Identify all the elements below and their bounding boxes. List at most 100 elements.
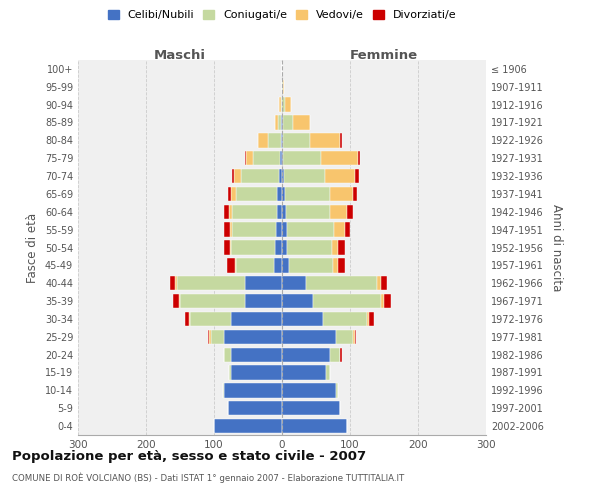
Bar bbox=[340, 348, 342, 362]
Bar bbox=[338, 240, 345, 254]
Bar bbox=[245, 294, 282, 308]
Bar bbox=[279, 98, 281, 112]
Bar bbox=[377, 276, 380, 290]
Bar bbox=[227, 258, 235, 272]
Bar bbox=[232, 222, 276, 237]
Bar bbox=[223, 383, 224, 398]
Bar bbox=[344, 222, 350, 237]
Bar bbox=[282, 366, 326, 380]
Bar bbox=[338, 258, 345, 272]
Bar bbox=[367, 312, 369, 326]
Bar bbox=[185, 312, 189, 326]
Bar bbox=[384, 294, 391, 308]
Legend: Celibi/Nubili, Coniugati/e, Vedovi/e, Divorziati/e: Celibi/Nubili, Coniugati/e, Vedovi/e, Di… bbox=[103, 6, 461, 25]
Bar bbox=[175, 276, 176, 290]
Bar bbox=[224, 383, 282, 398]
Bar bbox=[245, 151, 246, 166]
Bar bbox=[282, 116, 283, 130]
Bar bbox=[282, 133, 283, 148]
Bar bbox=[347, 204, 353, 219]
Bar bbox=[282, 169, 284, 183]
Bar bbox=[232, 204, 277, 219]
Bar bbox=[340, 133, 342, 148]
Bar bbox=[337, 383, 338, 398]
Bar bbox=[284, 169, 325, 183]
Bar bbox=[236, 187, 277, 201]
Bar bbox=[173, 294, 179, 308]
Bar bbox=[246, 151, 253, 166]
Bar bbox=[229, 366, 231, 380]
Bar bbox=[170, 276, 175, 290]
Bar bbox=[209, 330, 211, 344]
Bar bbox=[241, 169, 278, 183]
Bar bbox=[286, 187, 329, 201]
Bar bbox=[355, 169, 359, 183]
Bar bbox=[287, 222, 334, 237]
Bar bbox=[282, 222, 287, 237]
Bar bbox=[236, 258, 274, 272]
Bar bbox=[321, 151, 358, 166]
Bar bbox=[231, 187, 236, 201]
Y-axis label: Fasce di età: Fasce di età bbox=[26, 212, 39, 282]
Text: COMUNE DI ROÈ VOLCIANO (BS) - Dati ISTAT 1° gennaio 2007 - Elaborazione TUTTITAL: COMUNE DI ROÈ VOLCIANO (BS) - Dati ISTAT… bbox=[12, 472, 404, 483]
Bar bbox=[224, 204, 229, 219]
Bar bbox=[329, 187, 353, 201]
Text: Maschi: Maschi bbox=[154, 49, 206, 62]
Bar bbox=[235, 169, 241, 183]
Bar bbox=[282, 258, 289, 272]
Bar bbox=[230, 240, 231, 254]
Bar bbox=[283, 80, 284, 94]
Bar bbox=[277, 187, 282, 201]
Bar bbox=[282, 276, 306, 290]
Text: Popolazione per età, sesso e stato civile - 2007: Popolazione per età, sesso e stato civil… bbox=[12, 450, 366, 463]
Bar bbox=[380, 276, 388, 290]
Bar bbox=[355, 330, 356, 344]
Bar bbox=[325, 169, 355, 183]
Bar bbox=[283, 151, 321, 166]
Bar bbox=[286, 98, 291, 112]
Bar bbox=[230, 222, 232, 237]
Bar bbox=[282, 419, 347, 433]
Bar bbox=[227, 187, 231, 201]
Bar bbox=[245, 276, 282, 290]
Bar bbox=[282, 330, 337, 344]
Bar bbox=[326, 366, 329, 380]
Bar bbox=[224, 240, 230, 254]
Bar bbox=[278, 116, 281, 130]
Bar bbox=[232, 169, 235, 183]
Bar bbox=[282, 348, 329, 362]
Bar bbox=[282, 383, 337, 398]
Bar bbox=[253, 151, 280, 166]
Bar bbox=[353, 187, 357, 201]
Bar bbox=[380, 294, 384, 308]
Bar bbox=[313, 294, 380, 308]
Bar bbox=[278, 169, 282, 183]
Bar bbox=[332, 240, 338, 254]
Bar bbox=[231, 240, 275, 254]
Bar bbox=[277, 204, 282, 219]
Bar bbox=[282, 98, 286, 112]
Bar bbox=[176, 276, 245, 290]
Bar bbox=[282, 240, 287, 254]
Bar bbox=[282, 187, 286, 201]
Y-axis label: Anni di nascita: Anni di nascita bbox=[550, 204, 563, 291]
Bar bbox=[190, 312, 231, 326]
Bar bbox=[310, 133, 340, 148]
Bar bbox=[333, 258, 338, 272]
Bar bbox=[211, 330, 224, 344]
Bar bbox=[323, 312, 367, 326]
Bar bbox=[281, 116, 282, 130]
Bar bbox=[281, 98, 282, 112]
Bar bbox=[235, 258, 236, 272]
Bar bbox=[289, 258, 333, 272]
Bar bbox=[275, 116, 278, 130]
Bar bbox=[274, 258, 282, 272]
Bar bbox=[330, 204, 347, 219]
Bar bbox=[329, 348, 340, 362]
Bar bbox=[337, 330, 353, 344]
Bar bbox=[334, 222, 344, 237]
Bar bbox=[282, 204, 286, 219]
Bar bbox=[286, 204, 330, 219]
Bar bbox=[293, 116, 310, 130]
Bar bbox=[369, 312, 374, 326]
